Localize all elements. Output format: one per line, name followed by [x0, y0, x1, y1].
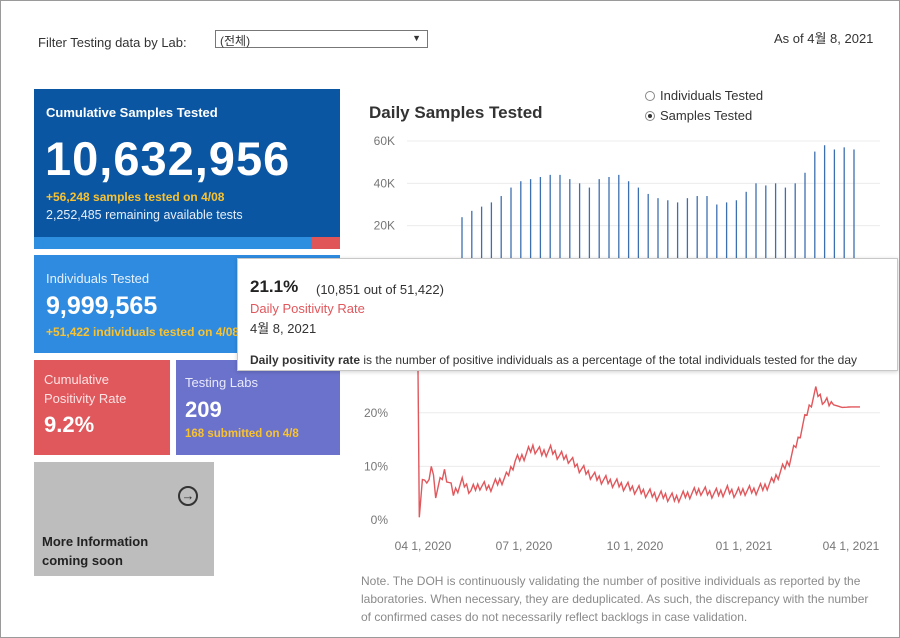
arrow-right-icon[interactable]: →: [178, 486, 198, 506]
individuals-tested-value: 9,999,565: [46, 292, 158, 320]
radio-off-icon: [645, 91, 655, 101]
positivity-rate-card: Cumulative Positivity Rate 9.2%: [34, 360, 170, 455]
radio-samples-tested[interactable]: Samples Tested: [645, 108, 752, 123]
samples-daily-note: +56,248 samples tested on 4/08: [46, 190, 225, 204]
tooltip-label: Daily Positivity Rate: [250, 301, 365, 316]
y-tick-label: 60K: [374, 134, 395, 148]
tooltip-percentage: 21.1%: [250, 277, 299, 296]
radio-individuals-tested[interactable]: Individuals Tested: [645, 88, 763, 103]
x-tick-label: 07 1, 2020: [496, 539, 553, 553]
cumulative-samples-card: Cumulative Samples Tested 10,632,956 +56…: [34, 89, 340, 249]
tooltip-detail: (10,851 out of 51,422): [316, 282, 444, 297]
lab-filter-value: (전체): [220, 34, 251, 48]
filter-label: Filter Testing data by Lab:: [38, 35, 187, 50]
as-of-date: As of 4월 8, 2021: [774, 31, 874, 46]
labs-submitted-note: 168 submitted on 4/8: [185, 428, 299, 440]
samples-usage-remaining: [312, 237, 340, 249]
y-tick-label: 20K: [374, 219, 395, 233]
x-tick-label: 04 1, 2021: [823, 539, 880, 553]
lab-filter-select[interactable]: (전체) ▼: [215, 30, 428, 48]
cumulative-samples-value: 10,632,956: [45, 132, 291, 185]
more-info-card[interactable]: → More Information coming soon: [34, 462, 214, 576]
chart-title: Daily Samples Tested: [369, 103, 543, 122]
validation-note: Note. The DOH is continuously validating…: [361, 574, 869, 624]
positivity-rate-title: Cumulative Positivity Rate: [44, 372, 127, 406]
chevron-down-icon: ▼: [412, 33, 421, 43]
testing-labs-value: 209: [185, 397, 222, 422]
radio-on-icon: [645, 111, 655, 121]
positivity-tooltip: 21.1% (10,851 out of 51,422) Daily Posit…: [237, 258, 898, 371]
positivity-line: [417, 369, 860, 518]
tooltip-date: 4월 8, 2021: [250, 321, 317, 336]
more-info-text: More Information coming soon: [42, 534, 149, 568]
positivity-rate-value: 9.2%: [44, 412, 95, 437]
tooltip-description: Daily positivity rate is the number of p…: [250, 353, 858, 367]
x-tick-label: 01 1, 2021: [716, 539, 773, 553]
y-tick-label: 20%: [364, 406, 388, 420]
remaining-tests-note: 2,252,485 remaining available tests: [46, 208, 243, 222]
samples-usage-bar: [34, 237, 340, 249]
x-tick-label: 04 1, 2020: [395, 539, 452, 553]
y-tick-label: 0%: [371, 513, 389, 527]
x-tick-label: 10 1, 2020: [607, 539, 664, 553]
individuals-tested-title: Individuals Tested: [46, 271, 150, 286]
testing-labs-title: Testing Labs: [185, 375, 258, 390]
testing-labs-card: Testing Labs 209 168 submitted on 4/8: [176, 360, 340, 455]
individuals-daily-note: +51,422 individuals tested on 4/08: [46, 325, 240, 339]
cumulative-samples-title: Cumulative Samples Tested: [46, 105, 218, 120]
y-tick-label: 10%: [364, 459, 388, 473]
y-tick-label: 40K: [374, 176, 395, 190]
